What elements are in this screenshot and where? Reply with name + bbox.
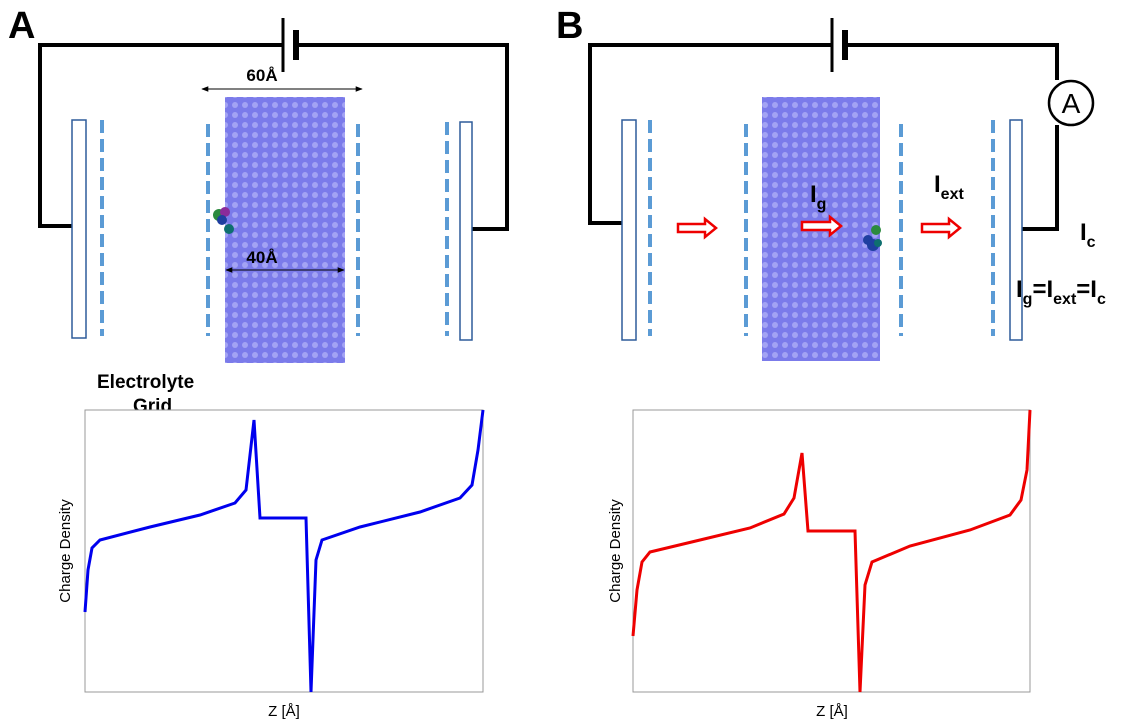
- wire: [38, 43, 283, 228]
- panel-a: A 60Å 40Å Electrolyte Grid Charge Densit…: [8, 5, 509, 720]
- current-arrows: [676, 214, 962, 240]
- y-axis-label: Charge Density: [607, 499, 624, 603]
- wire: [846, 43, 1059, 80]
- panel-label: A: [8, 5, 35, 47]
- electrode: [1009, 119, 1023, 341]
- panel-b: B A Ig Iext Ic Ig=Iext=Ic Charge Density…: [556, 5, 1106, 720]
- x-axis-label: Z [Å]: [816, 703, 848, 720]
- electrode: [621, 119, 637, 341]
- current-label: Ig: [810, 181, 826, 213]
- slab: [225, 97, 345, 363]
- ammeter-label: A: [1062, 88, 1081, 119]
- ions: [863, 225, 882, 251]
- current-label: Ic: [1080, 219, 1096, 251]
- dimension-label: 60Å: [246, 66, 277, 85]
- panel-label: B: [556, 5, 583, 47]
- wire: [588, 43, 832, 225]
- charge-curve: [83, 409, 485, 693]
- plot-area: [632, 409, 1031, 693]
- y-axis-label: Charge Density: [57, 499, 74, 603]
- wire: [1022, 125, 1059, 231]
- charge-curve: [631, 409, 1032, 693]
- dimension-label: 40Å: [246, 248, 277, 267]
- current-equation: Ig=Iext=Ic: [1016, 276, 1106, 308]
- electrode: [459, 121, 473, 341]
- wire: [297, 43, 509, 231]
- grid-label: Electrolyte: [97, 372, 194, 393]
- plot-area: [84, 409, 484, 693]
- current-label: Iext: [934, 171, 964, 203]
- x-axis-label: Z [Å]: [268, 703, 300, 720]
- ammeter: [1047, 79, 1095, 127]
- ions: [213, 207, 234, 234]
- electrode: [71, 119, 87, 339]
